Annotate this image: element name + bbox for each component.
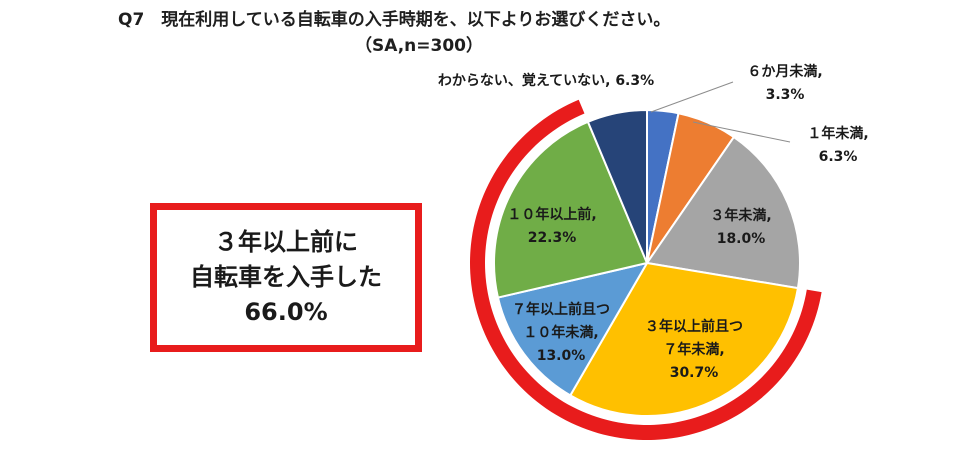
pie-slice-4 [496,261,650,397]
pie-slice-6 [586,108,648,264]
slice-value-label-1: 6.3% [819,149,858,165]
callout-line1: ３年以上前に [214,228,358,256]
leader-line-0 [650,81,734,113]
slice-value-label-4: 13.0% [537,348,586,364]
slice-label-2-line0: ３年未満, [710,207,771,224]
leader-line-1 [692,121,791,143]
slice-value-label-3: 30.7% [670,365,719,381]
slice-label-4-line0: ７年以上前且つ [512,301,610,318]
pie-slice-3 [568,261,800,417]
slice-label-3-line1: ７年未満, [663,341,724,358]
slice-value-label-2: 18.0% [717,231,766,247]
slice-label-5-line0: １０年以上前, [507,206,596,223]
slice-value-label-5: 22.3% [528,230,577,246]
callout-value: 66.0% [244,298,328,326]
slice-value-label-0: 3.3% [766,87,805,103]
slice-label-6-line0: わからない、覚えていない, 6.3% [438,72,654,89]
callout-line2: 自転車を入手した [190,263,382,291]
chart-title-line1: Q7 現在利用している自転車の入手時期を、以下よりお選びください。 [118,10,671,30]
pie-slice-5 [493,120,649,299]
slice-label-1-line0: １年未満, [807,125,868,142]
slice-label-3-line0: ３年以上前且つ [645,318,743,335]
slice-label-0-line0: ６か月未満, [747,63,822,80]
highlight-callout-box: ３年以上前に 自転車を入手した 66.0% [150,203,422,352]
chart-title-line2: （SA,n=300） [355,36,484,56]
slice-label-4-line1: １０年未満, [523,324,598,341]
pie-slice-2 [645,135,801,290]
